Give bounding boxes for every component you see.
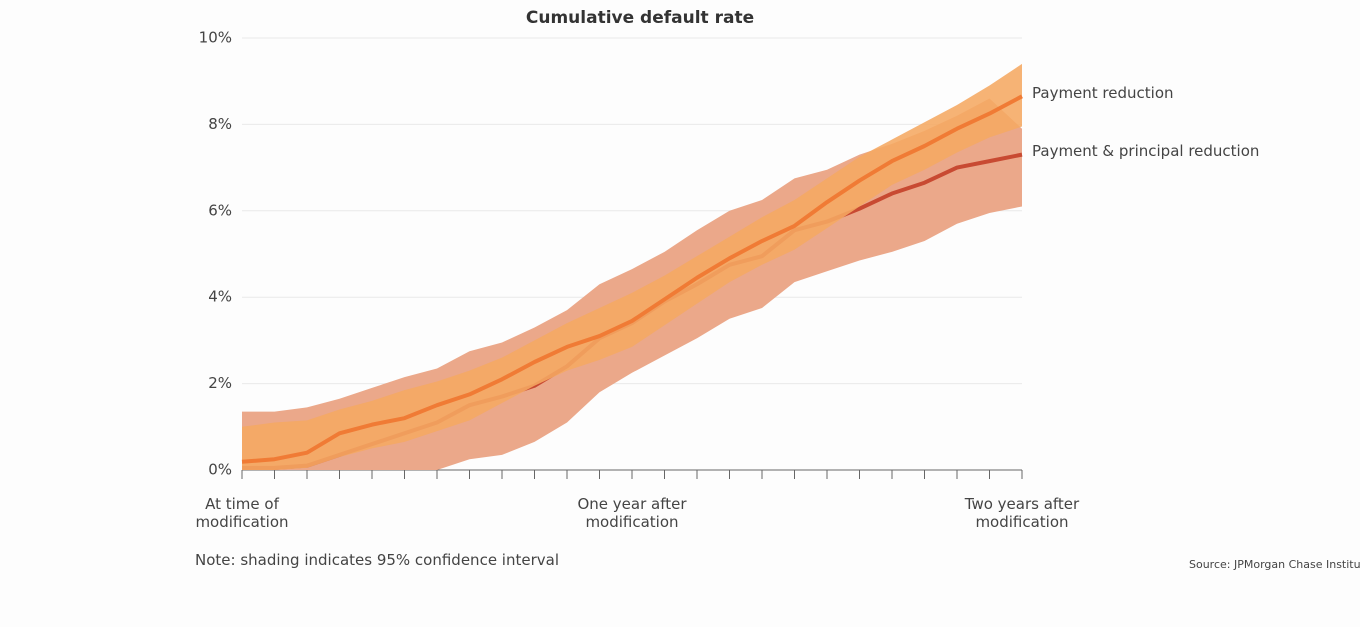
x-tick-label: At time of modification	[195, 495, 289, 531]
x-tick-label: Two years after modification	[964, 495, 1080, 531]
note: Note: shading indicates 95% confidence i…	[195, 551, 559, 569]
source: Source: JPMorgan Chase Institute	[1189, 558, 1360, 571]
series-label: Payment reduction	[1032, 84, 1174, 102]
x-tick-label: One year after modification	[577, 495, 687, 531]
y-tick-label: 4%	[208, 288, 232, 306]
chart-title: Cumulative default rate	[526, 8, 754, 28]
y-tick-label: 6%	[208, 201, 232, 219]
y-tick-label: 0%	[208, 461, 232, 479]
confidence-band	[242, 63, 1022, 471]
y-tick-label: 10%	[199, 29, 232, 47]
series-label: Payment & principal reduction	[1032, 142, 1259, 160]
y-tick-label: 2%	[208, 374, 232, 392]
y-tick-label: 8%	[208, 115, 232, 133]
series-line	[241, 94, 1023, 464]
